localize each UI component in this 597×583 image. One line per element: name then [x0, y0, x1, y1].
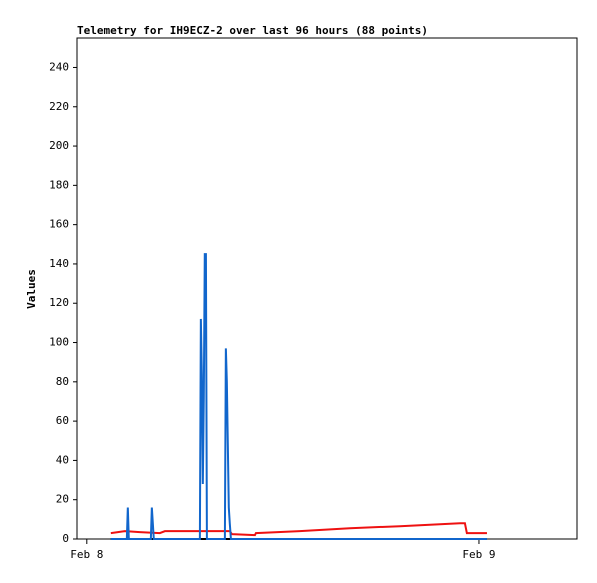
y-tick-label: 160	[49, 218, 69, 231]
y-tick-label: 120	[49, 296, 69, 309]
y-tick-label: 140	[49, 257, 69, 270]
y-axis-label: Values	[25, 269, 38, 309]
y-tick-label: 100	[49, 336, 69, 349]
y-tick-label: 240	[49, 60, 69, 73]
y-tick-label: 0	[62, 532, 69, 545]
y-tick-label: 220	[49, 100, 69, 113]
chart-title: Telemetry for IH9ECZ-2 over last 96 hour…	[77, 24, 428, 37]
y-tick-label: 40	[56, 453, 69, 466]
x-tick-label: Feb 9	[462, 548, 495, 561]
y-tick-label: 80	[56, 375, 69, 388]
y-tick-label: 200	[49, 139, 69, 152]
x-tick-label: Feb 8	[70, 548, 103, 561]
series-line	[110, 253, 487, 540]
y-tick-label: 20	[56, 493, 69, 506]
y-tick-label: 180	[49, 178, 69, 191]
series-line	[110, 522, 487, 537]
y-tick-label: 60	[56, 414, 69, 427]
